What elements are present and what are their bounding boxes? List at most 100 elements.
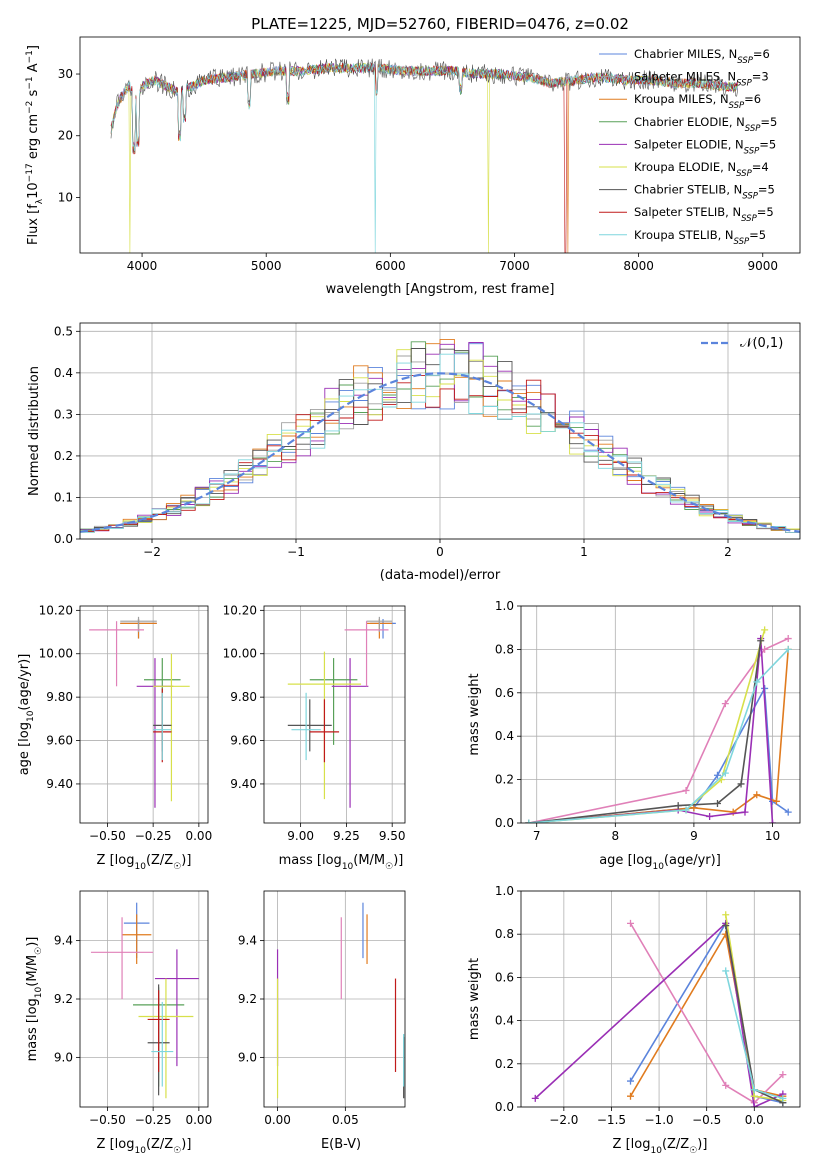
mass-z-ylabel: mass [log10(M/M☉)]	[25, 937, 44, 1062]
age-z-ylabel-part: 10	[26, 710, 36, 722]
residuals-steps	[80, 338, 800, 539]
mass-ebv-xtick-label: 0.05	[332, 1113, 359, 1127]
legend-label-part: SSP	[734, 237, 750, 247]
spectrum-xlabel-part: wavelength [Angstrom, rest frame]	[326, 282, 555, 297]
weight-age-marker	[741, 808, 749, 816]
legend-label-part: =6	[744, 92, 761, 106]
legend-label-part: Kroupa MILES, N	[634, 92, 729, 106]
mass-ebv-ytick-label: 9.2	[238, 992, 257, 1006]
spectrum-ylabel-part: ]	[26, 45, 41, 50]
age-z-frame	[79, 605, 209, 824]
age-mass-points	[287, 616, 396, 808]
weight-age-xtick-label: 9	[690, 829, 698, 843]
mass-z-ylabel-part: ☉	[34, 947, 44, 955]
weight-z-marker	[750, 1092, 758, 1100]
legend-label-part: SSP	[729, 101, 745, 111]
weight-z-marker	[627, 1077, 635, 1085]
weight-age-marker	[682, 806, 690, 814]
weight-z-marker	[779, 1094, 787, 1102]
weight-z-marker	[779, 1071, 787, 1079]
spectrum-ylabel-part: 10	[26, 182, 41, 199]
weight-age-marker	[721, 700, 729, 708]
age-z-ylabel-part: (age/yr)]	[17, 654, 32, 711]
weight-z-frame	[520, 890, 801, 1108]
spectrum-ylabel-part: A	[26, 63, 41, 76]
spectrum-xtick-label: 5000	[251, 259, 282, 273]
mass-z-xlabel-part: ☉	[173, 1146, 181, 1156]
weight-z-marker	[627, 919, 635, 927]
weight-z-marker	[722, 911, 730, 919]
legend-label-part: Salpeter STELIB, N	[634, 205, 741, 219]
weight-z-ytick-label: 1.0	[495, 884, 514, 898]
age-mass-xtick-label: 9.50	[379, 829, 406, 843]
weight-z-ylabel: mass weight	[467, 958, 482, 1040]
weight-age-marker	[737, 780, 745, 788]
weight-z-line-3	[534, 921, 784, 1107]
legend-label-part: =3	[752, 70, 769, 84]
spectrum-lines	[110, 58, 738, 253]
weight-age-line-2	[528, 637, 789, 823]
weight-age-marker	[757, 637, 765, 645]
legend-normal-label: 𝒩(0,1)	[740, 336, 783, 351]
weight-age-lines	[525, 626, 792, 823]
weight-age-frame	[520, 605, 801, 824]
age-z-ytick-label: 9.60	[46, 734, 73, 748]
mass-z-axes: −0.50 −0.25 0.00 9.0 9.2 9.4	[54, 891, 212, 1127]
age-mass-frame	[263, 605, 406, 824]
histogram-8	[80, 353, 800, 539]
weight-age-ylabel: mass weight	[467, 673, 482, 755]
spectrum-ylabel-part: −2	[25, 101, 35, 114]
weight-age-xlabel-part: (age/yr)]	[664, 853, 721, 868]
age-mass-ytick-label: 10.00	[223, 647, 257, 661]
figure-title: PLATE=1225, MJD=52760, FIBERID=0476, z=0…	[251, 15, 629, 33]
residuals-ytick-label: 0.5	[54, 324, 73, 338]
legend-label-part: SSP	[742, 192, 758, 202]
spectrum-ylabel-part: s	[26, 89, 41, 100]
weight-z-ytick-label: 0.0	[495, 1100, 514, 1114]
mass-z-ylabel-part: (M/M	[25, 955, 40, 987]
weight-z-marker	[722, 922, 730, 930]
spectrum-ylabel-part: −1	[25, 50, 35, 63]
age-z-xtick-label: 0.00	[185, 829, 212, 843]
age-z-ytick-label: 9.80	[46, 690, 73, 704]
weight-z-xtick-label: −1.5	[597, 1113, 626, 1127]
weight-z-xlabel-part: )]	[697, 1137, 707, 1152]
weight-age-marker	[713, 771, 721, 779]
mass-z-xlabel: Z [log10(Z/Z☉)]	[97, 1137, 192, 1156]
weight-age-marker	[525, 819, 533, 823]
mass-z-frame	[79, 890, 209, 1108]
weight-age-line-5	[528, 640, 762, 823]
weight-age-marker	[721, 769, 729, 777]
mass-z-ytick-label: 9.2	[54, 992, 73, 1006]
legend-label-part: SSP	[741, 214, 757, 224]
age-mass-ytick-label: 10.20	[223, 603, 257, 617]
spectrum-xtick-label: 9000	[747, 259, 778, 273]
mass-z-xtick-label: −0.50	[89, 1113, 126, 1127]
mass-z-ytick-label: 9.0	[54, 1050, 73, 1064]
legend-label-4: Salpeter ELODIE, NSSP=5	[634, 137, 776, 156]
legend-label-part: Kroupa ELODIE, N	[634, 160, 736, 174]
weight-z-marker	[627, 1092, 635, 1100]
residuals-xtick-label: −2	[143, 545, 161, 559]
weight-z-xlabel-part: Z [log	[613, 1137, 651, 1152]
mass-z-xtick-label: 0.00	[185, 1113, 212, 1127]
age-mass-xlabel-part: 10	[342, 862, 354, 872]
spectrum-ytick-label: 20	[58, 129, 73, 143]
age-mass-xtick-label: 9.00	[287, 829, 314, 843]
spectrum-line-8	[110, 63, 738, 253]
residuals-ylabel: Normed distribution	[27, 366, 42, 496]
residuals-xtick-label: 0	[436, 545, 444, 559]
age-z-ylabel: age [log10(age/yr)]	[17, 654, 36, 776]
weight-age-xlabel: age [log10(age/yr)]	[599, 853, 721, 872]
mass-z-xtick-label: −0.25	[135, 1113, 172, 1127]
residuals-xlabel: (data-model)/error	[380, 568, 501, 583]
weight-age-ytick-label: 0.2	[495, 773, 514, 787]
age-z-ytick-label: 9.40	[46, 777, 73, 791]
residuals-xtick-label: −1	[287, 545, 305, 559]
mass-ebv-axes: 0.00 0.05 9.0 9.2 9.4	[238, 891, 405, 1127]
spectrum-ylabel-part: Flux [f	[26, 204, 41, 245]
age-z-points	[89, 616, 190, 808]
legend-label-part: SSP	[745, 124, 761, 134]
mass-z-ylabel-part: )]	[25, 937, 40, 947]
